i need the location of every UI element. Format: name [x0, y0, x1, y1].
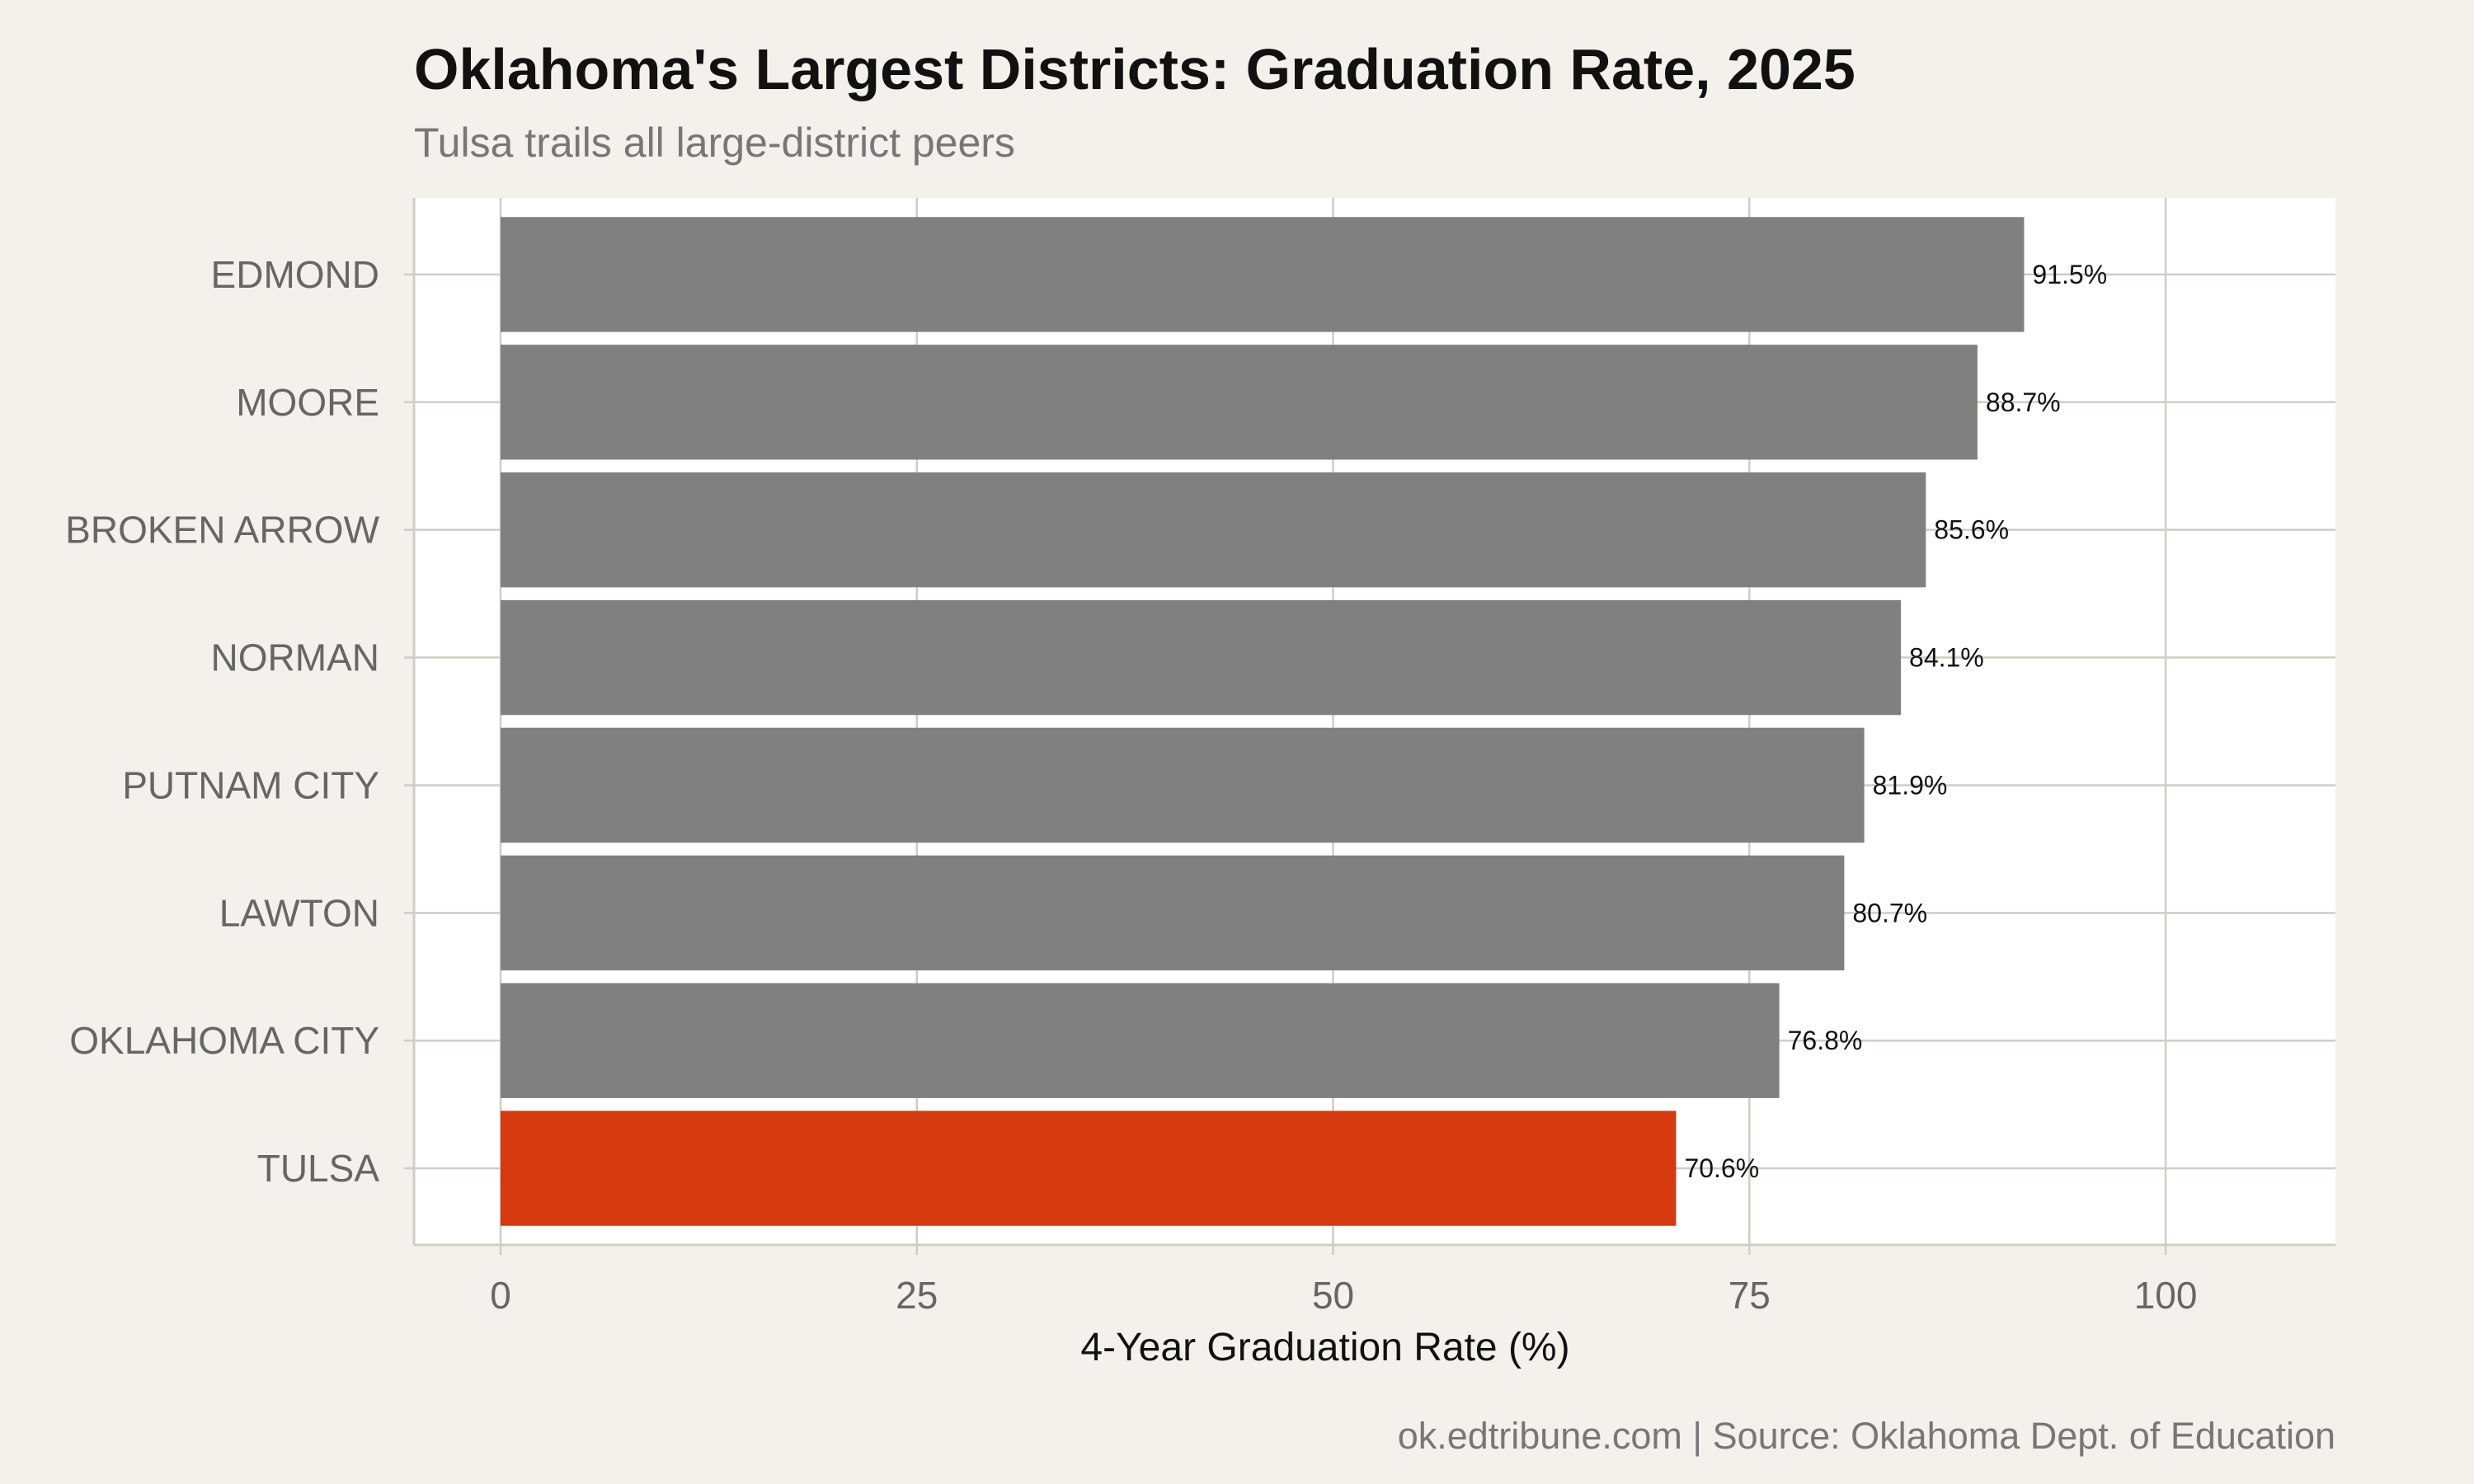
category-label: LAWTON	[219, 891, 379, 934]
category-label: MOORE	[236, 381, 379, 424]
category-label: BROKEN ARROW	[65, 509, 379, 552]
value-label: 84.1%	[1909, 643, 1984, 673]
bar-broken-arrow	[500, 472, 1926, 588]
chart-caption: ok.edtribune.com | Source: Oklahoma Dept…	[1397, 1415, 2335, 1457]
value-label: 85.6%	[1934, 515, 2009, 545]
category-label: TULSA	[257, 1147, 380, 1190]
value-labels: 91.5% 88.7% 85.6% 84.1% 81.9% 80.7% 76.8% 70.6%	[1684, 260, 2107, 1183]
value-label: 91.5%	[2032, 260, 2107, 289]
bar-norman	[500, 599, 1902, 716]
category-label: PUTNAM CITY	[122, 763, 379, 806]
x-tick-labels: 0 25 50 75 100	[490, 1245, 2197, 1317]
bar-putnam-city	[500, 727, 1865, 843]
category-label: NORMAN	[211, 636, 379, 679]
bar-tulsa	[500, 1111, 1677, 1226]
bar-oklahoma-city	[500, 983, 1780, 1098]
x-axis-title: 4-Year Graduation Rate (%)	[1080, 1326, 1569, 1369]
chart-title: Oklahoma's Largest Districts: Graduation…	[414, 37, 1856, 101]
value-label: 81.9%	[1873, 770, 1948, 800]
value-label: 70.6%	[1684, 1153, 1759, 1183]
bars	[500, 217, 2025, 1226]
x-tick-label: 75	[1729, 1274, 1771, 1317]
value-label: 80.7%	[1852, 898, 1927, 928]
bar-edmond	[500, 217, 2025, 332]
bar-lawton	[500, 855, 1845, 971]
category-labels: EDMOND MOORE BROKEN ARROW NORMAN PUTNAM CITY…	[65, 253, 379, 1190]
x-tick-label: 25	[896, 1274, 938, 1317]
chart-subtitle: Tulsa trails all large-district peers	[414, 120, 1015, 166]
value-label: 88.7%	[1986, 387, 2061, 417]
category-label: EDMOND	[211, 253, 379, 296]
x-tick-label: 50	[1312, 1274, 1354, 1317]
category-label: OKLAHOMA CITY	[69, 1019, 379, 1062]
value-label: 76.8%	[1788, 1026, 1863, 1055]
x-tick-label: 0	[490, 1274, 511, 1317]
bar-moore	[500, 345, 1978, 460]
x-tick-label: 100	[2134, 1274, 2198, 1317]
